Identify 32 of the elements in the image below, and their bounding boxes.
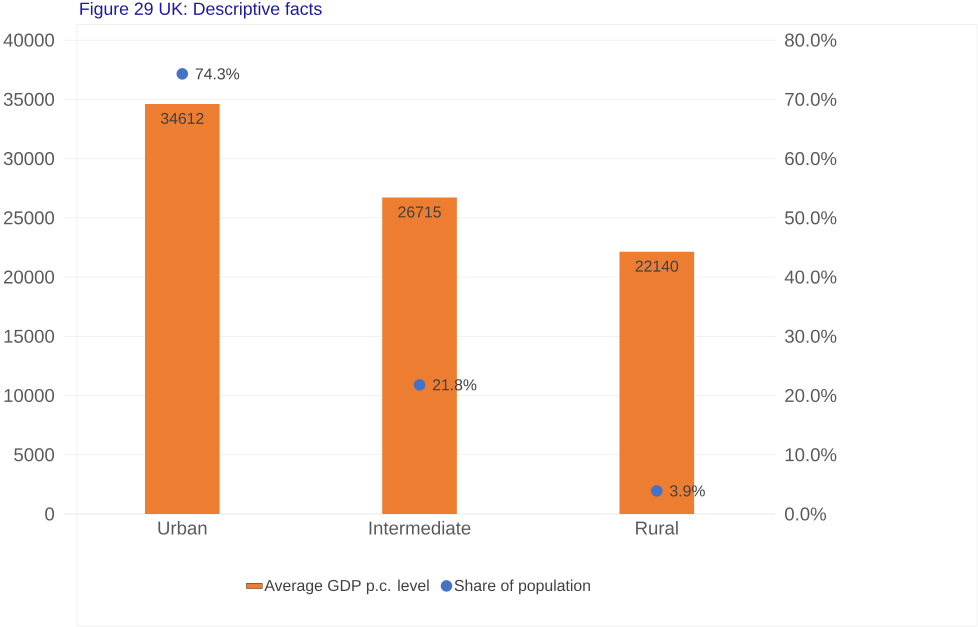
y2-tick-label: 40.0% xyxy=(784,270,836,284)
data-label: 34612 xyxy=(160,112,204,124)
data-label: 26715 xyxy=(398,206,441,218)
y2-tick-label: 20.0% xyxy=(785,389,836,402)
x-tick-label: Intermediate xyxy=(370,521,470,535)
y-tick-label: 10000 xyxy=(4,389,54,402)
data-label: 22140 xyxy=(636,260,678,272)
x-tick-label: Urban xyxy=(158,521,206,535)
y-tick-label: 30000 xyxy=(4,152,54,166)
legend-label: Share of population xyxy=(454,580,590,594)
legend-label: Average GDP p.c. level xyxy=(264,580,429,594)
y2-tick-label: 60.0% xyxy=(785,152,836,166)
point xyxy=(176,68,188,80)
y-tick-label: 0 xyxy=(45,507,54,521)
y2-tick-label: 70.0% xyxy=(785,92,836,106)
point xyxy=(651,485,663,497)
chart-title: Figure 29 UK: Descriptive facts xyxy=(80,2,322,19)
y-tick-label: 20000 xyxy=(4,270,54,284)
y2-tick-label: 10.0% xyxy=(786,448,836,462)
y-tick-label: 15000 xyxy=(4,330,54,343)
y-tick-label: 35000 xyxy=(4,92,54,106)
y-tick-label: 25000 xyxy=(4,211,54,224)
y2-tick-label: 50.0% xyxy=(785,211,836,224)
y2-tick-label: 30.0% xyxy=(785,330,836,343)
x-tick-label: Rural xyxy=(636,521,678,535)
y2-tick-label: 80.0% xyxy=(785,34,836,47)
data-label: 74.3% xyxy=(196,68,240,80)
y2-tick-label: 0.0% xyxy=(785,507,826,521)
y-tick-label: 5000 xyxy=(14,448,54,462)
point xyxy=(414,379,426,391)
y-tick-label: 40000 xyxy=(4,34,54,47)
bar xyxy=(144,104,220,514)
